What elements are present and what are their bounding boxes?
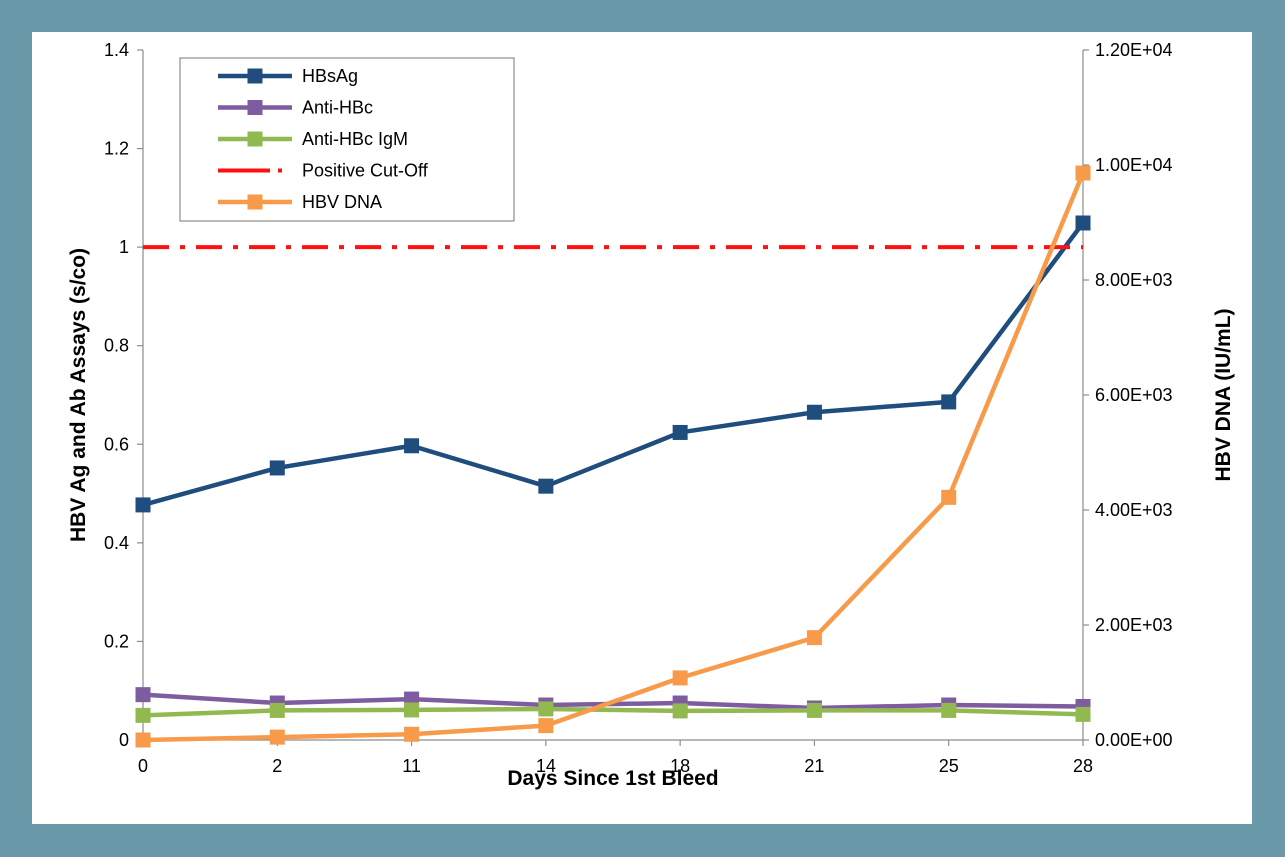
legend-label-positive-cut-off: Positive Cut-Off	[302, 161, 429, 181]
hbsag-point	[1075, 215, 1091, 231]
right-tick-label: 4.00E+03	[1095, 500, 1173, 520]
left-tick-label: 0	[119, 730, 129, 750]
legend-label-hbv-dna: HBV DNA	[302, 192, 382, 212]
x-tick-label: 14	[536, 756, 556, 776]
legend-marker-hbsag	[247, 68, 263, 84]
hbsag-point	[135, 497, 151, 513]
x-tick-label: 11	[402, 756, 421, 776]
hbv-dna-point	[941, 489, 957, 505]
x-tick-label: 28	[1073, 756, 1093, 776]
hbv-dna-line	[142, 172, 1086, 743]
anti-hbc-igm-point	[135, 707, 151, 723]
right-tick-label: 2.00E+03	[1095, 615, 1173, 635]
right-axis-title: HBV DNA (IU/mL)	[1212, 308, 1235, 481]
x-axis-title: Days Since 1st Bleed	[507, 767, 718, 790]
anti-hbc-point	[135, 687, 151, 703]
hbsag-point	[941, 394, 957, 410]
series-layer	[135, 165, 1091, 748]
right-tick-label: 0.00E+00	[1095, 730, 1173, 750]
hbv-dna-point	[806, 630, 822, 646]
left-tick-label: 1.2	[104, 139, 129, 159]
left-tick-label: 0.8	[104, 336, 129, 356]
hbv-dna-point	[1075, 165, 1091, 181]
right-tick-label: 6.00E+03	[1095, 385, 1173, 405]
left-tick-label: 1.4	[104, 40, 129, 60]
hbsag-point	[404, 438, 420, 454]
anti-hbc-igm-point	[269, 702, 285, 718]
x-tick-label: 25	[939, 756, 959, 776]
hbv-dna-point	[404, 726, 420, 742]
legend-label-anti-hbc-igm: Anti-HBc IgM	[302, 129, 408, 149]
legend-marker-hbv-dna	[247, 194, 263, 210]
x-tick-label: 18	[670, 756, 690, 776]
right-tick-label: 1.20E+04	[1095, 40, 1173, 60]
legend-marker-anti-hbc	[247, 100, 263, 115]
axes-layer: 0 0.2 0.4 0.6 0.8 1 1.2 1.4 0.00E+00 2.00E+03 4.00…	[67, 40, 1235, 790]
anti-hbc-igm-point	[672, 703, 688, 719]
legend-marker-anti-hbc-igm	[247, 131, 263, 147]
hbsag-point	[672, 424, 688, 440]
left-tick-label: 0.4	[104, 533, 129, 553]
x-tick-label: 2	[272, 756, 282, 776]
hbsag-line	[142, 221, 1085, 508]
hbv-dna-point	[672, 670, 688, 686]
legend-label-hbsag: HBsAg	[302, 66, 358, 86]
hbsag-point	[538, 478, 554, 494]
legend-label-anti-hbc: Anti-HBc	[302, 98, 373, 118]
anti-hbc-igm-point	[941, 702, 957, 718]
hbsag-point	[269, 460, 285, 476]
hbv-dna-point	[135, 732, 151, 748]
right-tick-label: 8.00E+03	[1095, 270, 1173, 290]
anti-hbc-igm-point	[1075, 706, 1091, 722]
legend: HBsAg Anti-HBc Anti-HBc IgM Positive Cut-Of…	[179, 57, 515, 222]
anti-hbc-igm-point	[538, 701, 554, 717]
x-tick-label: 21	[804, 756, 824, 776]
anti-hbc-igm-point	[806, 702, 822, 718]
x-tick-label: 0	[138, 756, 148, 776]
hbsag-point	[806, 404, 822, 420]
hbv-dna-point	[538, 718, 554, 734]
hbv-dna-point	[269, 729, 285, 745]
right-tick-label: 1.00E+04	[1095, 155, 1173, 175]
left-tick-label: 1	[119, 237, 129, 257]
anti-hbc-igm-line	[142, 706, 1084, 718]
left-axis-title: HBV Ag and Ab Assays (s/co)	[67, 248, 90, 542]
anti-hbc-igm-point	[404, 702, 420, 718]
left-tick-label: 0.6	[104, 434, 129, 454]
left-tick-label: 0.2	[104, 631, 129, 651]
